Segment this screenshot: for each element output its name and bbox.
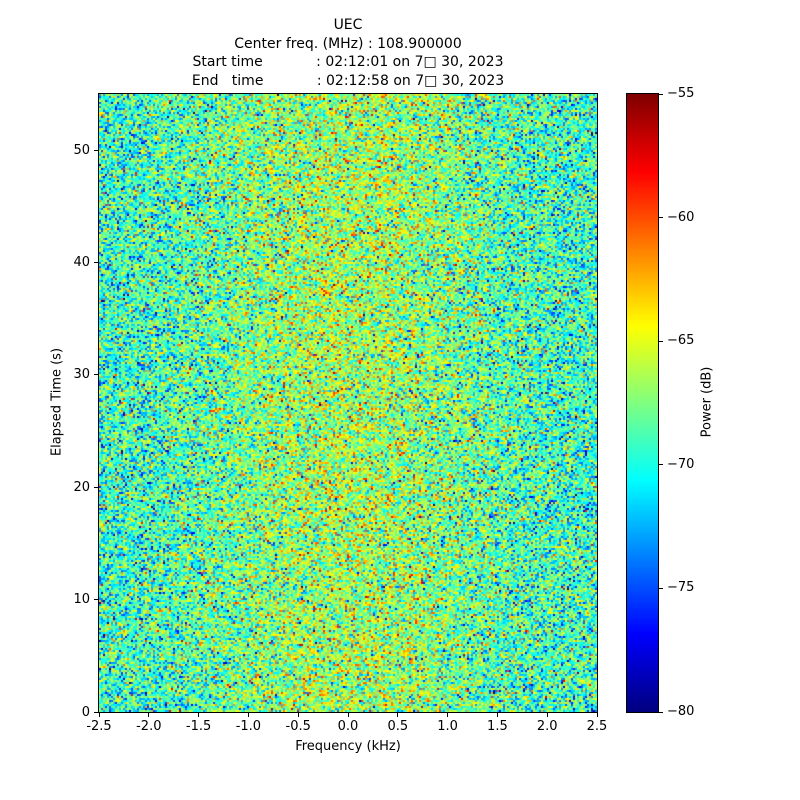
- x-tick-mark: [596, 713, 598, 717]
- x-tick-mark: [148, 713, 150, 717]
- center-freq-line: Center freq. (MHz) : 108.900000: [234, 35, 462, 52]
- x-tick-mark: [198, 713, 200, 717]
- y-tick-label: 30: [73, 367, 90, 383]
- x-tick-label: -2.0: [136, 719, 162, 734]
- x-tick-label: 2.5: [586, 719, 608, 734]
- x-axis-label: Frequency (kHz): [295, 739, 401, 754]
- start-time-line: Start time : 02:12:01 on 7□ 30, 2023: [192, 54, 504, 70]
- colorbar-tick-mark: [659, 93, 663, 95]
- x-tick-mark: [397, 713, 399, 717]
- colorbar-tick-mark: [659, 217, 663, 219]
- x-tick-label: -1.0: [235, 719, 262, 734]
- x-tick-mark: [98, 713, 100, 717]
- x-tick-label: 1.5: [487, 719, 508, 734]
- colorbar-tick-mark: [659, 587, 663, 589]
- x-tick-label: -0.5: [285, 719, 311, 734]
- x-tick-mark: [297, 713, 299, 717]
- colorbar-tick-label: −65: [667, 333, 695, 349]
- y-tick-mark: [94, 599, 98, 601]
- colorbar-tick-label: −70: [667, 456, 695, 472]
- x-tick-mark: [546, 713, 548, 717]
- spectrogram-heatmap-canvas: [99, 94, 597, 712]
- x-tick-label: 0.0: [337, 719, 359, 734]
- x-tick-label: -1.5: [185, 719, 212, 734]
- x-tick-label: 0.5: [387, 719, 409, 734]
- x-tick-label: 1.0: [437, 719, 458, 734]
- y-tick-label: 0: [81, 704, 90, 720]
- colorbar-tick-label: −75: [667, 580, 695, 596]
- y-axis-label: Elapsed Time (s): [49, 347, 65, 457]
- figure-title: UEC Center freq. (MHz) : 108.900000 Star…: [99, 16, 597, 90]
- colorbar-tick-mark: [659, 340, 663, 342]
- colorbar-tick-mark: [659, 464, 663, 466]
- x-tick-mark: [447, 713, 449, 717]
- end-time-line: End time : 02:12:58 on 7□ 30, 2023: [191, 72, 505, 89]
- colorbar-tick-label: −80: [667, 704, 695, 719]
- y-tick-mark: [94, 711, 98, 713]
- colorbar-tick-label: −55: [667, 86, 695, 101]
- x-tick-label: -2.5: [86, 719, 112, 734]
- x-tick-mark: [247, 713, 249, 717]
- colorbar-label: Power (dB): [699, 366, 715, 438]
- y-tick-mark: [94, 486, 98, 488]
- y-tick-mark: [94, 374, 98, 376]
- y-tick-label: 20: [73, 479, 90, 495]
- colorbar-tick-label: −60: [667, 209, 695, 225]
- y-tick-label: 10: [73, 592, 90, 608]
- spectrogram-plot-area: [98, 93, 598, 713]
- y-tick-label: 40: [73, 255, 90, 271]
- title-text: UEC: [333, 17, 363, 33]
- colorbar-gradient-canvas: [627, 94, 658, 712]
- x-tick-mark: [347, 713, 349, 717]
- x-tick-mark: [496, 713, 498, 717]
- x-tick-label: 2.0: [536, 719, 558, 734]
- colorbar-tick-mark: [659, 711, 663, 713]
- y-tick-mark: [94, 149, 98, 151]
- y-tick-mark: [94, 262, 98, 264]
- y-tick-label: 50: [73, 142, 90, 158]
- colorbar: [626, 93, 659, 713]
